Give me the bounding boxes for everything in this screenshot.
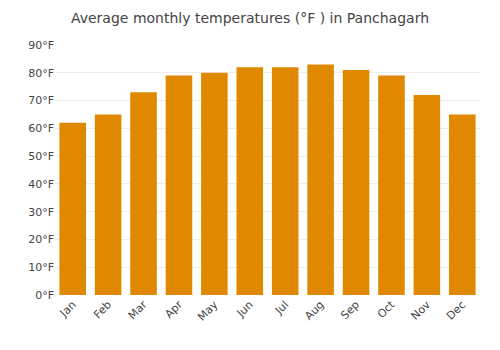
svg-text:Nov: Nov [409,298,434,323]
svg-text:May: May [195,298,221,324]
svg-text:10°F: 10°F [28,261,54,274]
svg-text:50°F: 50°F [28,150,54,163]
svg-text:Feb: Feb [91,298,114,321]
svg-text:Dec: Dec [444,298,468,322]
svg-text:40°F: 40°F [28,178,54,191]
svg-text:Apr: Apr [162,298,185,321]
svg-text:Aug: Aug [302,298,326,322]
svg-text:Average monthly temperatures (: Average monthly temperatures (°F ) in Pa… [71,10,429,26]
svg-text:Jun: Jun [234,298,256,320]
svg-text:Jul: Jul [272,298,291,317]
svg-text:Oct: Oct [375,298,398,321]
svg-text:Sep: Sep [338,298,362,322]
svg-text:Mar: Mar [126,298,150,322]
svg-text:0°F: 0°F [35,289,54,302]
svg-text:90°F: 90°F [28,39,54,52]
svg-text:80°F: 80°F [28,67,54,80]
svg-text:70°F: 70°F [28,94,54,107]
svg-text:20°F: 20°F [28,233,54,246]
svg-text:30°F: 30°F [28,206,54,219]
svg-text:Jan: Jan [57,298,79,320]
svg-text:60°F: 60°F [28,122,54,135]
